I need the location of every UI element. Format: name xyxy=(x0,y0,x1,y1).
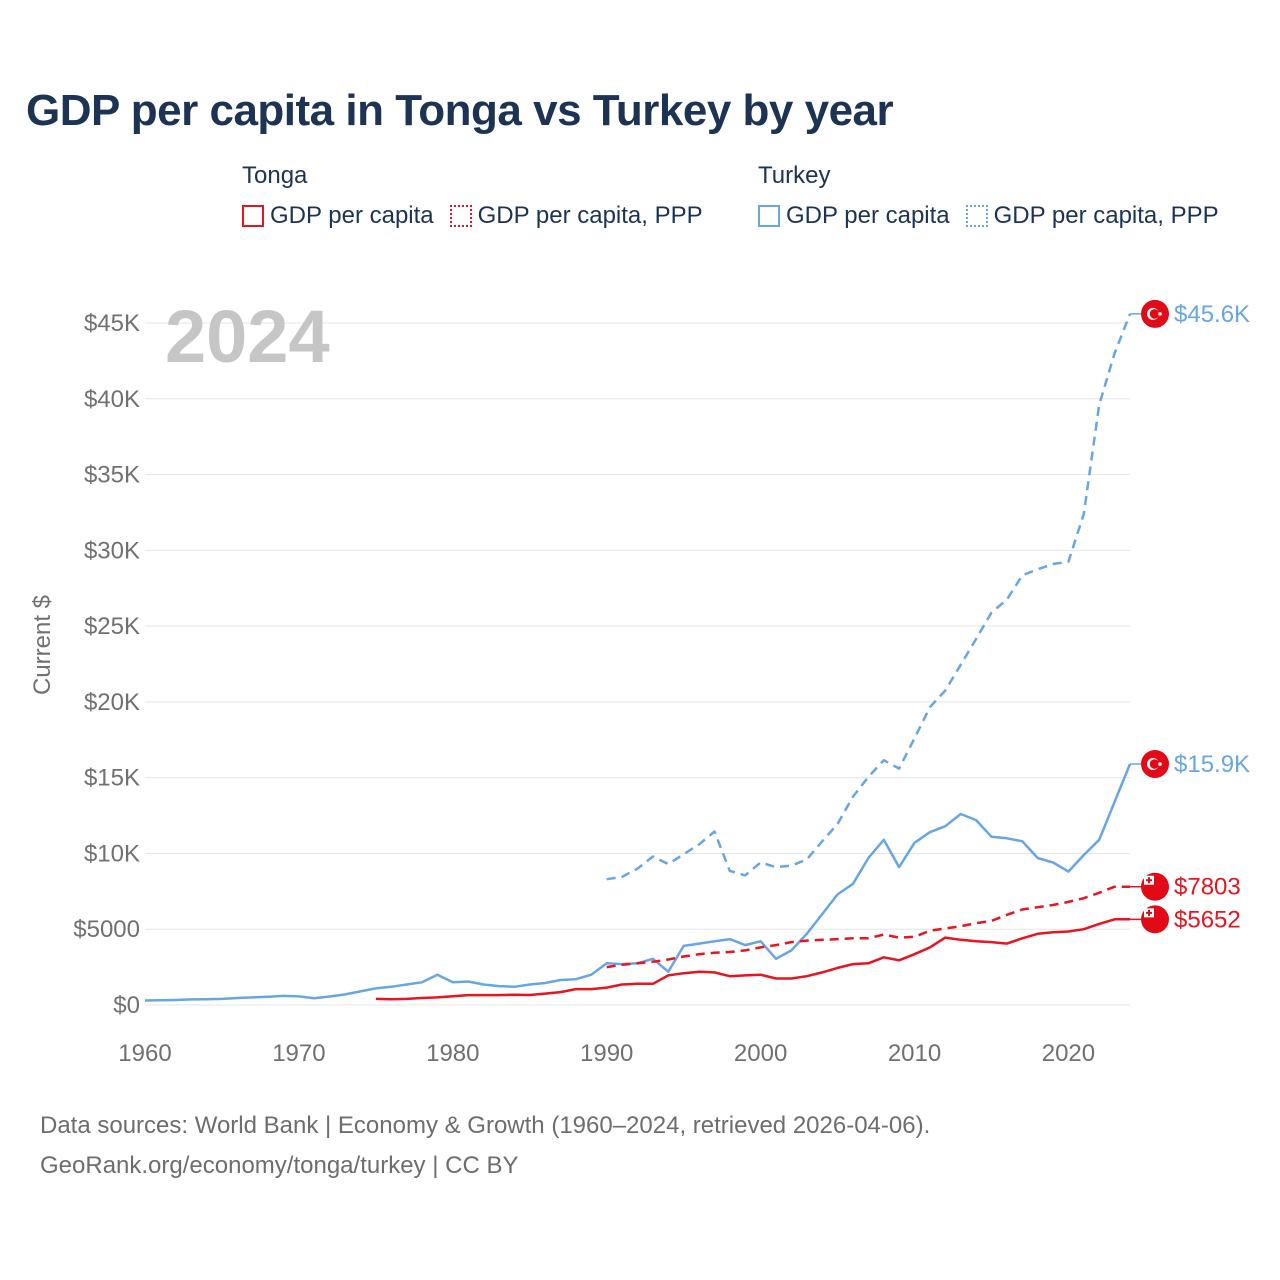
cross-h xyxy=(1146,911,1152,914)
crescent-inner xyxy=(1149,309,1160,319)
x-tick-label: 1960 xyxy=(118,1040,171,1067)
star xyxy=(1158,762,1162,766)
end-value-label: $45.6K xyxy=(1174,301,1250,328)
x-tick-label: 1970 xyxy=(272,1040,325,1067)
legend-tonga-gdp-ppp-label: GDP per capita, PPP xyxy=(477,202,703,229)
x-axis-ticks: 1960 1970 1980 1990 2000 2010 2020 xyxy=(118,1040,1095,1067)
tonga-flag-icon xyxy=(1141,872,1169,901)
series-line-tonga-ppp[interactable] xyxy=(606,885,1130,969)
y-tick-label: $10K xyxy=(84,840,140,867)
legend-tonga-title: Tonga xyxy=(242,162,308,189)
y-tick-label: $20K xyxy=(84,689,140,716)
y-tick-label: $5000 xyxy=(73,916,140,943)
series-line-turkey-ppp[interactable] xyxy=(606,313,1132,881)
end-value-label: $15.9K xyxy=(1174,751,1250,778)
source-note: Data sources: World Bank | Economy & Gro… xyxy=(40,1106,930,1186)
y-tick-label: $30K xyxy=(84,537,140,564)
y-axis-ticks: $0 $5000 $10K $15K $20K $25K $30K $35K $40K $45K xyxy=(73,310,140,1019)
legend-swatch-solid-red xyxy=(242,205,264,227)
legend-tonga: Tonga GDP per capita GDP per capita, PPP xyxy=(242,162,703,230)
legend-tonga-gdp-label: GDP per capita xyxy=(270,202,434,229)
x-tick-label: 1980 xyxy=(426,1040,479,1067)
y-tick-label: $0 xyxy=(113,992,140,1019)
y-tick-label: $45K xyxy=(84,310,140,337)
cross-h xyxy=(1146,879,1152,882)
y-tick-label: $35K xyxy=(84,462,140,489)
legend-swatch-solid-blue xyxy=(758,205,780,227)
legend-tonga-gdp[interactable]: GDP per capita xyxy=(242,202,434,230)
grid-lines xyxy=(145,322,1130,1006)
turkey-flag-icon xyxy=(1141,299,1169,328)
legend-turkey: Turkey GDP per capita GDP per capita, PP… xyxy=(758,162,1219,230)
series-lines xyxy=(144,313,1132,1002)
source-line-2[interactable]: GeoRank.org/economy/tonga/turkey | CC BY xyxy=(40,1152,519,1179)
tonga-flag-icon xyxy=(1141,905,1169,934)
year-watermark: 2024 xyxy=(165,295,330,378)
y-tick-label: $15K xyxy=(84,765,140,792)
legend-turkey-title: Turkey xyxy=(758,162,831,189)
end-value-label: $5652 xyxy=(1174,906,1241,933)
y-tick-label: $40K xyxy=(84,386,140,413)
series-line-turkey-gdp[interactable] xyxy=(144,763,1132,1002)
legend-swatch-dotted-red xyxy=(449,205,472,227)
source-line-1: Data sources: World Bank | Economy & Gro… xyxy=(40,1112,931,1139)
legend-turkey-gdp-ppp[interactable]: GDP per capita, PPP xyxy=(965,202,1219,230)
x-tick-label: 2010 xyxy=(888,1040,941,1067)
legend-turkey-gdp-ppp-label: GDP per capita, PPP xyxy=(993,202,1219,229)
legend-swatch-dotted-blue xyxy=(965,205,988,227)
line-chart: 2024 $0 $5000 $10K $15K $20K $25K $30K $35K $40K… xyxy=(29,295,1250,1067)
y-axis-label: Current $ xyxy=(29,595,56,695)
legend-turkey-gdp[interactable]: GDP per capita xyxy=(758,202,950,230)
end-value-label: $7803 xyxy=(1174,874,1241,901)
x-tick-label: 1990 xyxy=(580,1040,633,1067)
series-line-tonga-gdp[interactable] xyxy=(375,918,1130,1001)
turkey-flag-icon xyxy=(1141,750,1169,779)
crescent-inner xyxy=(1149,759,1160,769)
legend-turkey-gdp-label: GDP per capita xyxy=(786,202,950,229)
y-tick-label: $25K xyxy=(84,613,140,640)
end-labels: $45.6K $15.9K $7803 $5652 xyxy=(1130,299,1250,934)
legend-tonga-gdp-ppp[interactable]: GDP per capita, PPP xyxy=(449,202,703,230)
star xyxy=(1158,312,1162,316)
x-tick-label: 2020 xyxy=(1042,1040,1095,1067)
x-tick-label: 2000 xyxy=(734,1040,787,1067)
chart-title: GDP per capita in Tonga vs Turkey by yea… xyxy=(26,86,894,135)
